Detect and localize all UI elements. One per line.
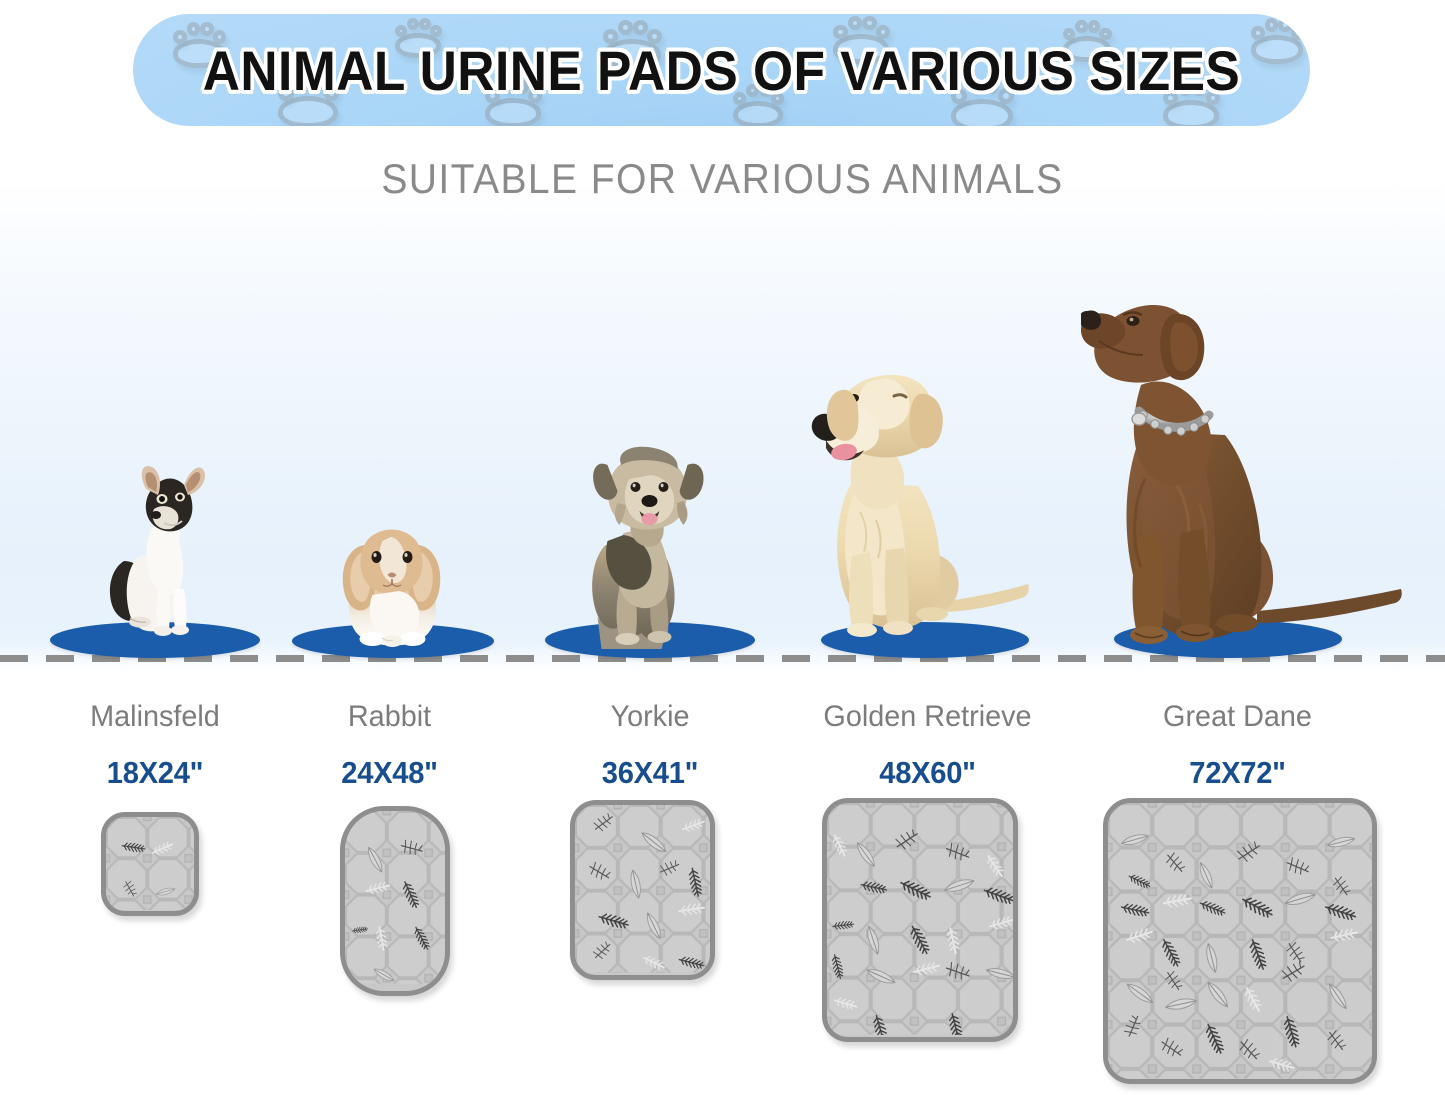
quilt-pattern xyxy=(827,803,1013,1035)
pad-swatch-36x41 xyxy=(570,800,715,980)
animal-name-label: Yorkie xyxy=(610,700,690,733)
leaf-motifs xyxy=(120,839,177,899)
ground-dashed-line xyxy=(0,655,1445,662)
leaf-motifs xyxy=(829,828,1013,1035)
pad-size-label: 36X41" xyxy=(601,755,699,790)
pad-size-label: 72X72" xyxy=(1189,755,1286,790)
paw-print-icon xyxy=(1063,20,1112,62)
paw-print-icon xyxy=(951,78,1015,126)
paw-print-icon xyxy=(485,80,543,126)
animal-column-malinsfeld xyxy=(40,430,270,660)
paw-print-icon xyxy=(395,18,442,58)
page-subtitle: SUITABLE FOR VARIOUS ANIMALS xyxy=(381,155,1064,202)
animal-name-label: Great Dane xyxy=(1163,700,1312,733)
animal-column-rabbit xyxy=(285,480,500,660)
paw-print-icon xyxy=(1163,82,1221,126)
golden-retriever-dog-icon xyxy=(811,374,1029,637)
paw-print-icon xyxy=(1251,18,1305,64)
pad-swatch-18x24 xyxy=(101,812,199,916)
lop-rabbit-icon xyxy=(342,529,440,647)
quilt-pattern xyxy=(106,817,194,911)
chihuahua-dog-icon xyxy=(109,466,205,636)
yorkie-dog-icon xyxy=(592,446,704,649)
leaf-motifs xyxy=(1119,831,1359,1074)
pad-swatch-48x60 xyxy=(822,798,1018,1042)
pad-size-label: 18X24" xyxy=(106,755,204,790)
pad-swatch-72x72 xyxy=(1103,798,1377,1084)
animal-name-label: Golden Retrieve xyxy=(823,700,1032,733)
animal-column-yorkie xyxy=(535,410,765,660)
leaf-motifs xyxy=(586,812,707,972)
pad-swatch-24x48 xyxy=(340,806,450,996)
leaf-motifs xyxy=(351,837,433,984)
paw-print-icon xyxy=(733,84,784,126)
animal-column-great-dane xyxy=(1080,280,1402,660)
paw-print-icon xyxy=(833,16,891,64)
quilt-pattern xyxy=(1108,803,1372,1079)
title-banner: ANIMAL URINE PADS OF VARIOUS SIZES xyxy=(133,14,1310,126)
animal-name-label: Malinsfeld xyxy=(90,700,220,733)
quilt-pattern xyxy=(345,811,445,984)
paw-print-icon xyxy=(603,20,663,70)
paw-print-icon xyxy=(278,76,340,126)
page-title: ANIMAL URINE PADS OF VARIOUS SIZES xyxy=(202,38,1241,102)
paw-print-icon xyxy=(173,22,227,68)
pad-size-label: 48X60" xyxy=(879,755,976,790)
animal-column-golden-retriever xyxy=(800,340,1050,660)
animal-name-label: Rabbit xyxy=(347,700,432,733)
pad-size-label: 24X48" xyxy=(341,755,438,790)
great-dane-dog-icon xyxy=(1080,304,1402,644)
